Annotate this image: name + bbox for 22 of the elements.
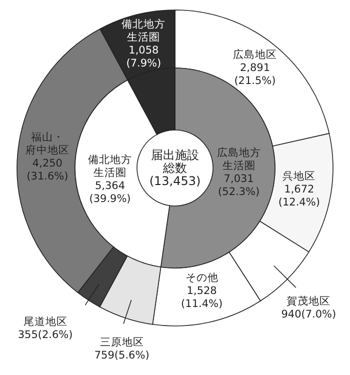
data-label: 7,031 (52.3%) (218, 173, 260, 198)
slice-label: 広島地方生活圏 (216, 146, 261, 172)
data-label: 1,528 (11.4%) (181, 285, 223, 310)
slice-label: 三原地区 (100, 335, 144, 348)
slice-label: 広島地区 (233, 48, 277, 62)
slice-label: 尾道地区 (23, 314, 68, 328)
slice-label: 備北地方生活圏 (88, 153, 132, 180)
data-label: 759(5.6%) (94, 349, 150, 362)
slice-label: 福山・府中地区 (25, 130, 70, 157)
data-label: 4,250 (31.6%) (26, 158, 68, 183)
data-label: 5,364 (39.9%) (89, 180, 131, 206)
data-label: 940(7.0%) (281, 308, 336, 321)
data-label: 1,672 (12.4%) (278, 183, 320, 208)
slice-label: 賀茂地区 (286, 294, 331, 308)
slice-label: 備北地方生活圏 (122, 17, 166, 44)
text: 届出施設総数 (151, 148, 199, 175)
data-label: 2,891 (21.5%) (234, 62, 276, 88)
text: (13,453) (149, 174, 201, 188)
slice-label: その他 (185, 272, 218, 284)
data-label: 1,058 (7.9%) (126, 44, 162, 70)
slice-label: 呉地区 (282, 169, 316, 182)
data-label: 355(2.6%) (18, 328, 73, 341)
